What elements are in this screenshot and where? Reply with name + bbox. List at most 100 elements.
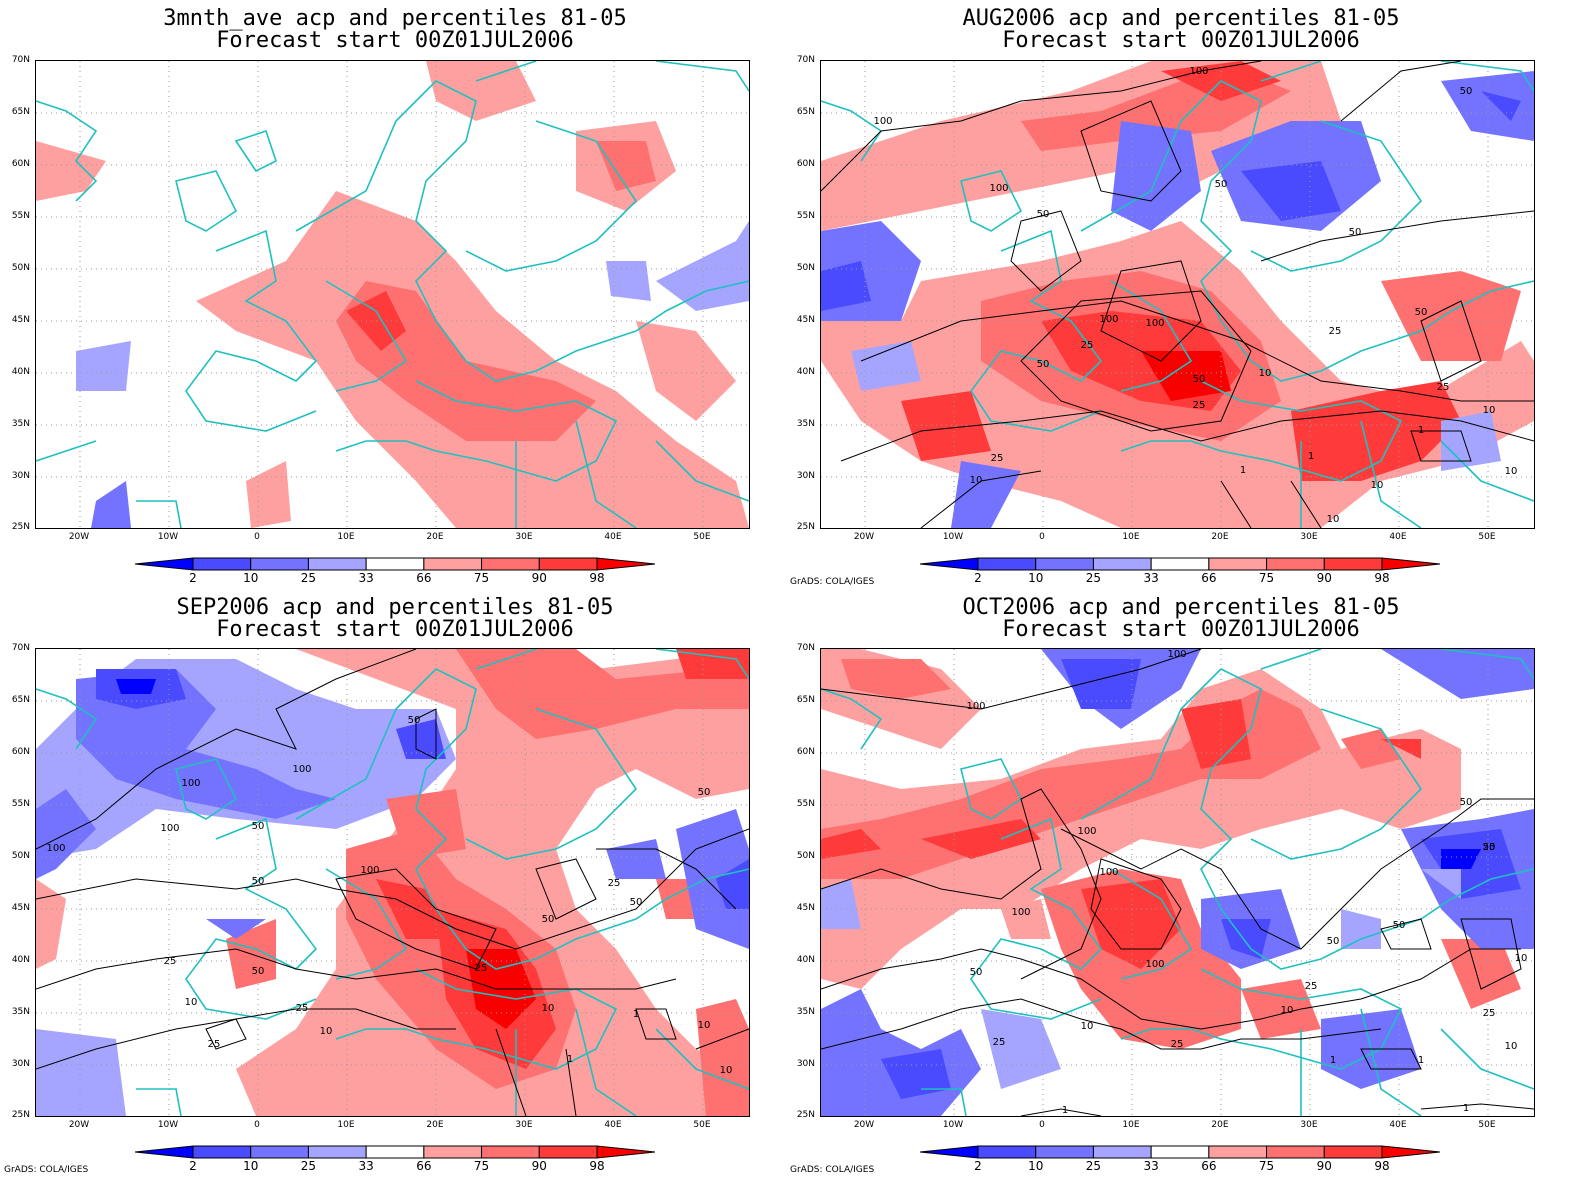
colorbar-swatch (1381, 1145, 1440, 1159)
contour-label: 1 (1062, 1105, 1068, 1116)
contour-label: 1 (633, 1009, 639, 1020)
contour-label: 10 (1371, 480, 1384, 491)
colorbar-label: 25 (1085, 571, 1102, 585)
contour-label: 100 (46, 843, 65, 854)
contour-label: 1 (1240, 465, 1246, 476)
map-p2: 100 100 50 100 50 50 50 100 100 25 50 10… (820, 60, 1535, 529)
colorbar-label: 2 (974, 571, 982, 585)
colorbar-swatch (423, 557, 483, 571)
contour-label: 25 (296, 1003, 309, 1014)
colorbar-swatch (1150, 1145, 1210, 1159)
contour-label: 1 (1418, 425, 1424, 436)
colorbar-swatch (135, 557, 194, 571)
colorbar-swatch (1381, 557, 1440, 571)
contour-label: 25 (164, 956, 177, 967)
colorbar-swatch (1092, 557, 1152, 571)
contour-label: 50 (1393, 920, 1406, 931)
grads-credit: GrADS: COLA/IGES (790, 1165, 875, 1175)
contour-label: 50 (698, 787, 711, 798)
contour-label: 50 (1037, 359, 1050, 370)
colorbar-swatch (365, 557, 425, 571)
contour-label: 25 (991, 453, 1004, 464)
colorbar-label: 33 (1143, 571, 1159, 585)
colorbar-swatch (920, 1145, 979, 1159)
contour-label: 50 (1327, 936, 1340, 947)
contour-label: 50 (970, 967, 983, 978)
colorbar-swatch (192, 1145, 252, 1159)
contours (36, 649, 749, 1116)
contour-label: 50 (1460, 797, 1473, 808)
contour-label: 1 (567, 1054, 573, 1065)
colorbar-label: 25 (300, 1159, 317, 1173)
colorbar-swatch (1266, 1145, 1325, 1159)
contour-label: 100 (360, 865, 379, 876)
contour-label: 10 (720, 1065, 733, 1076)
colorbar-label: 33 (1143, 1159, 1159, 1173)
contour-label: 25 (993, 1037, 1006, 1048)
colorbar-label: 90 (1316, 571, 1332, 585)
colorbar-label: 10 (243, 571, 259, 585)
colorbar-swatch (1208, 1145, 1268, 1159)
colorbar-swatch (481, 557, 540, 571)
colorbar-swatch (423, 1145, 483, 1159)
colorbar-label: 66 (1201, 1159, 1217, 1173)
colorbar-swatches (135, 1145, 655, 1159)
contour-label: 10 (185, 997, 198, 1008)
colorbar-swatch (135, 1145, 194, 1159)
coastlines (36, 649, 749, 1116)
colorbar-label: 2 (189, 571, 197, 585)
contour-label: 50 (252, 876, 265, 887)
contour-label: 50 (630, 897, 643, 908)
contours (821, 61, 1534, 528)
colorbar-label: 98 (589, 571, 605, 585)
contour-label: 100 (1011, 907, 1030, 918)
colorbar-label: 10 (1028, 1159, 1044, 1173)
colorbar-label: 90 (1316, 1159, 1332, 1173)
colorbar-swatches (135, 557, 655, 571)
contour-label: 100 (1099, 867, 1118, 878)
colorbar-label: 90 (531, 571, 547, 585)
contour-label: 100 (1145, 959, 1164, 970)
colorbar-label: 33 (358, 1159, 374, 1173)
colorbar-swatch (1323, 1145, 1383, 1159)
contour-labels: 100 100 50 100 50 50 50 100 100 25 50 10… (873, 66, 1517, 525)
colorbar-swatch (1323, 557, 1383, 571)
contour-label: 10 (1505, 1041, 1518, 1052)
panel-3month-average: 3mnth_ave acp and percentiles 81-05 Fore… (0, 8, 790, 588)
colorbar-label: 75 (1258, 571, 1275, 585)
colorbar-label: 10 (243, 1159, 259, 1173)
contour-label: 25 (208, 1039, 221, 1050)
colorbar-swatch (192, 557, 252, 571)
panel-title-line2: Forecast start 00Z01JUL2006 (1002, 617, 1360, 642)
contour-label: 1 (1330, 1055, 1336, 1066)
panel-title-line1: 3mnth_ave acp and percentiles 81-05 (163, 6, 627, 31)
coastlines (36, 61, 749, 528)
contour-label: 1 (1463, 1103, 1469, 1114)
contours (821, 649, 1534, 1116)
contour-label: 10 (1081, 1021, 1094, 1032)
contour-label: 25 (1193, 400, 1206, 411)
contour-label: 100 (873, 116, 892, 127)
colorbar-label: 90 (531, 1159, 547, 1173)
colorbar-swatch (365, 1145, 425, 1159)
colorbar-swatch (1150, 557, 1210, 571)
contour-label: 50 (1415, 307, 1428, 318)
contour-label: 50 (1460, 86, 1473, 97)
colorbar-swatches (920, 557, 1440, 571)
grads-credit: GrADS: COLA/IGES (790, 577, 875, 587)
panel-title-line1: AUG2006 acp and percentiles 81-05 (962, 6, 1400, 31)
colorbar-swatch (977, 1145, 1037, 1159)
contour-label: 100 (181, 778, 200, 789)
contour-label: 100 (160, 823, 179, 834)
contour-label: 50 (1193, 374, 1206, 385)
colorbar-label: 66 (416, 1159, 432, 1173)
colorbar-swatches (920, 1145, 1440, 1159)
colorbar-swatch (538, 1145, 598, 1159)
contour-label: 50 (252, 821, 265, 832)
colorbar-label: 66 (416, 571, 432, 585)
colorbar-label: 33 (358, 571, 374, 585)
contour-label: 10 (1259, 368, 1272, 379)
colorbar-swatch (481, 1145, 540, 1159)
panel-title-line2: Forecast start 00Z01JUL2006 (1002, 28, 1360, 53)
colorbar-swatch (307, 1145, 367, 1159)
